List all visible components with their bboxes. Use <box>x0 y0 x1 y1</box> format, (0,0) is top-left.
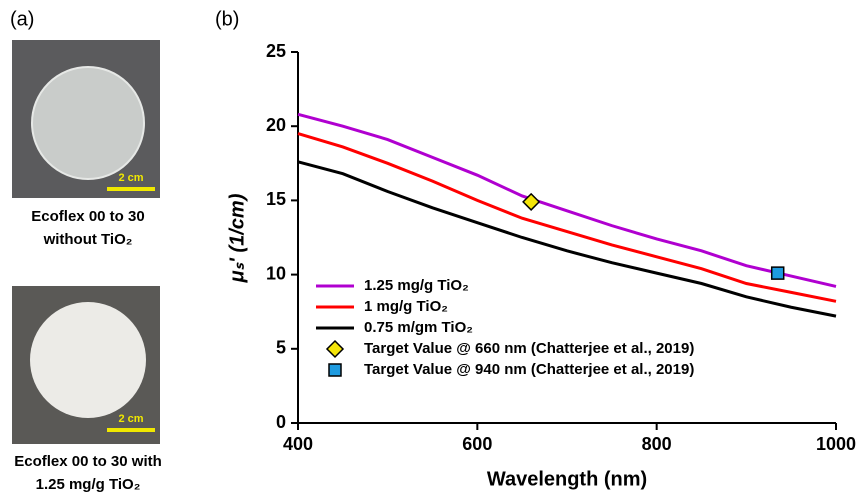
photo <box>12 286 160 444</box>
scale-label: 2 cm <box>118 413 143 425</box>
y-tick-label: 20 <box>266 115 286 135</box>
y-axis-label: μₛ' (1/cm) <box>226 193 248 283</box>
caption: Ecoflex 00 to 30 <box>31 208 144 225</box>
x-tick-label: 1000 <box>816 434 856 454</box>
legend-label: 1 mg/g TiO₂ <box>364 298 448 315</box>
x-tick-label: 400 <box>283 434 313 454</box>
x-tick-label: 600 <box>462 434 492 454</box>
photo <box>12 40 160 198</box>
x-tick-label: 800 <box>642 434 672 454</box>
panel-label: (a) <box>10 8 34 30</box>
y-tick-label: 25 <box>266 41 286 61</box>
series-line <box>297 112 837 288</box>
marker <box>770 266 785 280</box>
x-axis-label: Wavelength (nm) <box>487 468 647 490</box>
legend-swatch <box>328 363 342 377</box>
marker <box>522 192 541 211</box>
legend-label: 1.25 mg/g TiO₂ <box>364 277 469 294</box>
caption: Ecoflex 00 to 30 with <box>14 453 162 470</box>
y-tick-label: 0 <box>276 412 286 432</box>
scale-label: 2 cm <box>118 172 143 184</box>
caption: without TiO₂ <box>43 231 133 248</box>
panel-label: (b) <box>215 8 239 30</box>
y-tick-label: 10 <box>266 263 286 283</box>
caption: 1.25 mg/g TiO₂ <box>36 476 141 493</box>
y-tick-label: 15 <box>266 189 286 209</box>
series-line <box>297 160 837 318</box>
y-tick-label: 5 <box>276 338 286 358</box>
legend-label: 0.75 m/gm TiO₂ <box>364 319 473 336</box>
legend-label: Target Value @ 940 nm (Chatterjee et al.… <box>364 361 694 378</box>
legend-label: Target Value @ 660 nm (Chatterjee et al.… <box>364 340 694 357</box>
series-line <box>297 132 837 303</box>
legend-swatch <box>325 339 345 359</box>
